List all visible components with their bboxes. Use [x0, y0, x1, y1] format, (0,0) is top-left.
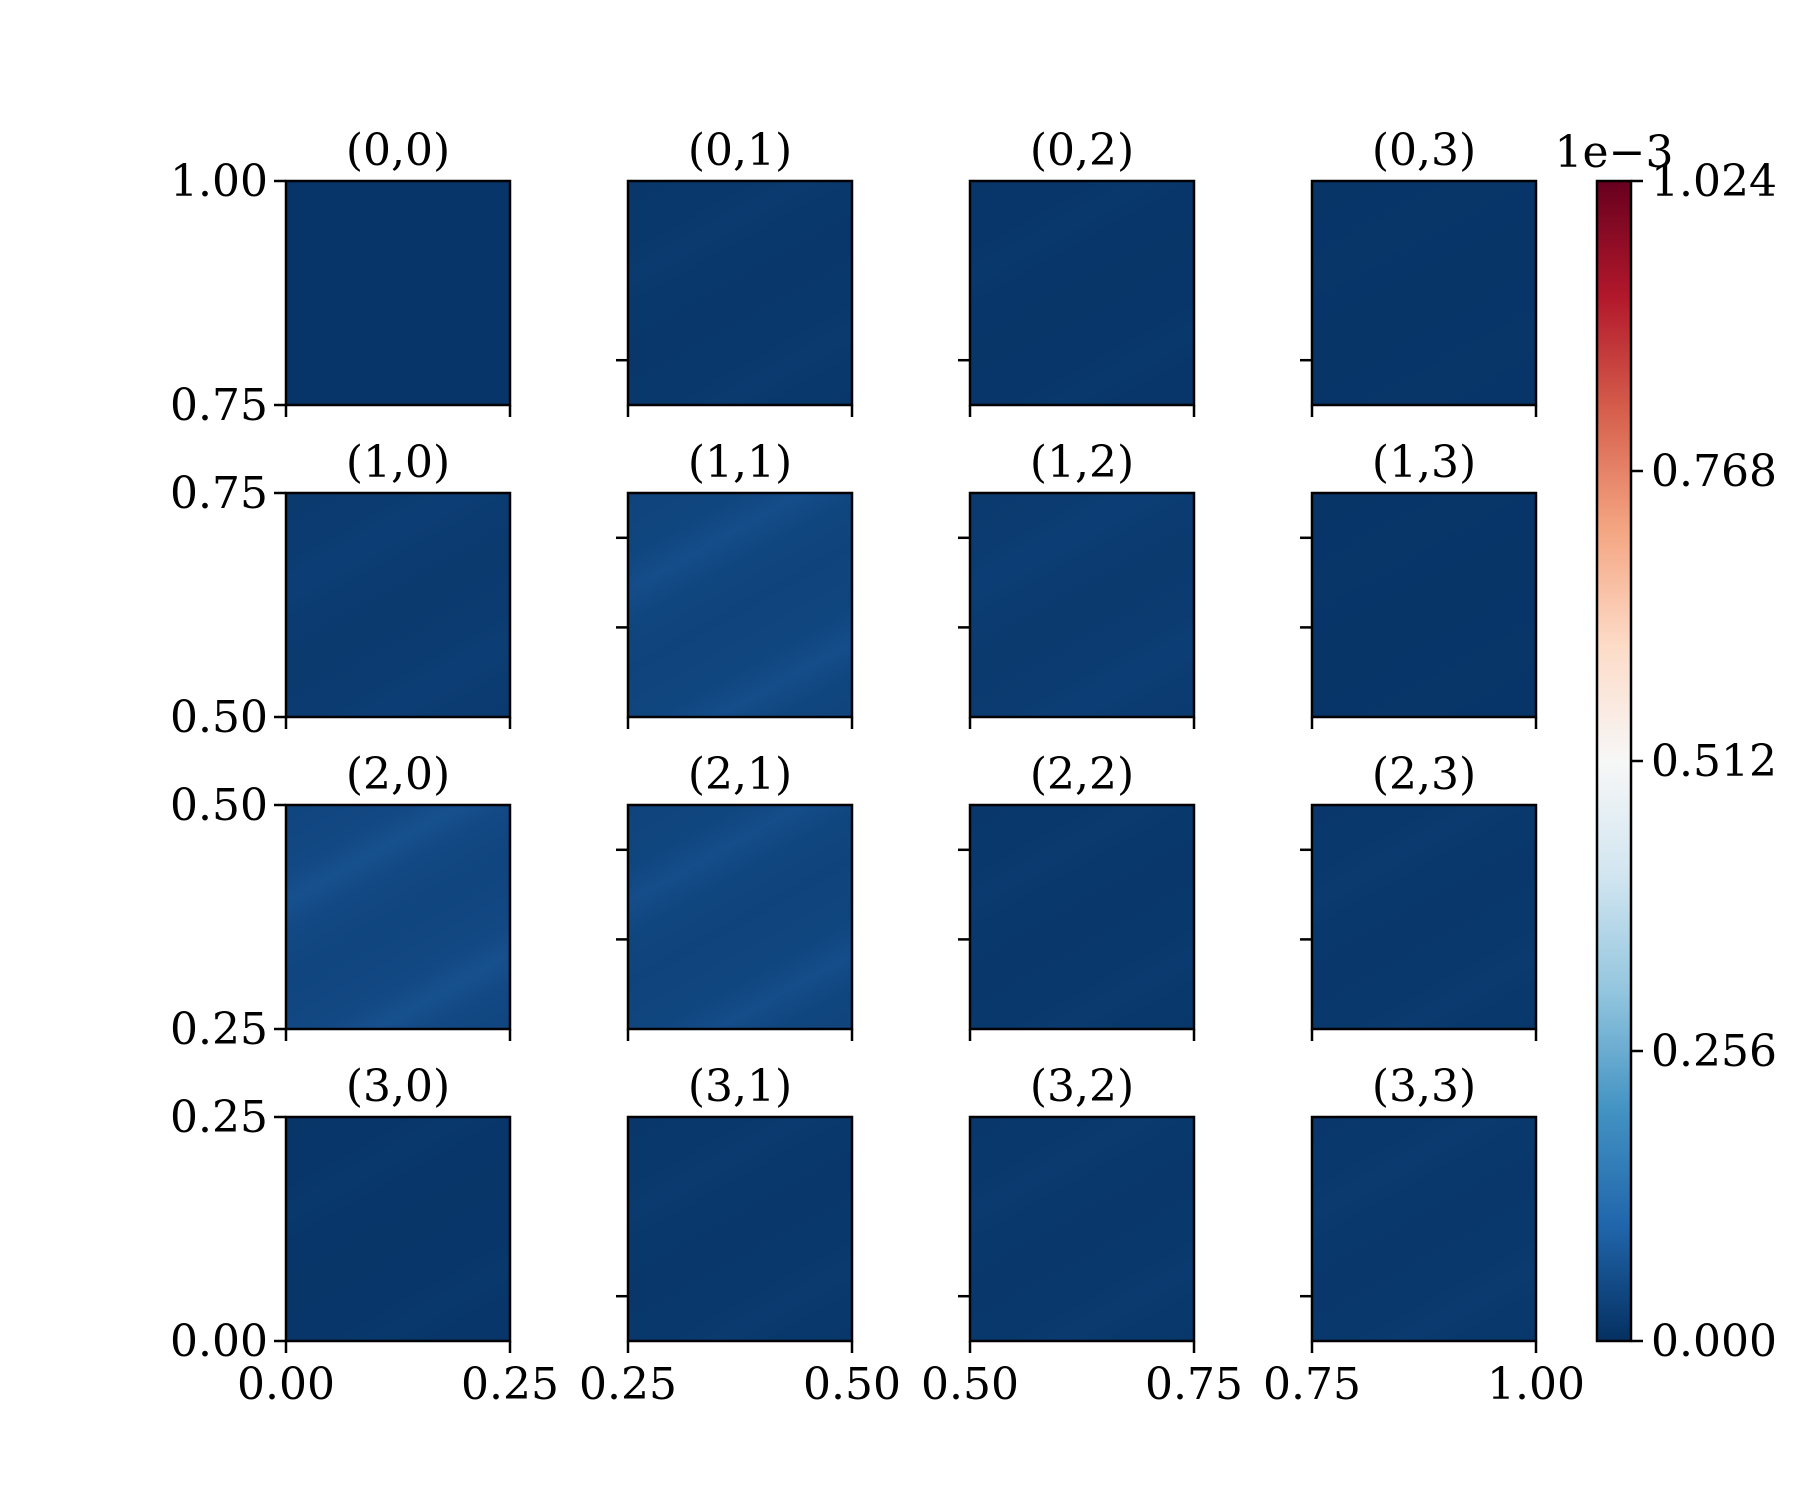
- subplot-3-0: (3,0) 0.25 0.000.00 0.25: [170, 1061, 559, 1410]
- subplot-1-1: (1,1): [616, 437, 854, 729]
- subplot-0-1: (0,1): [616, 125, 854, 417]
- subplot-0-3: (0,3): [1300, 125, 1538, 417]
- colorbar-offset-label: 1e−3: [1555, 127, 1674, 178]
- colorbar-gradient: [1597, 181, 1631, 1341]
- heatmap-image: [1312, 1117, 1536, 1341]
- heatmap-image: [1312, 805, 1536, 1029]
- axes-frame: [626, 1115, 854, 1343]
- subplot-title: (2,2): [1030, 749, 1134, 800]
- x-tick-label: 0.25: [461, 1359, 559, 1410]
- subplot-title: (1,1): [688, 437, 792, 488]
- subplot-title: (0,2): [1030, 125, 1134, 176]
- axes-frame: [284, 491, 512, 719]
- y-tick-label: 0.50: [170, 692, 268, 743]
- heatmap-image: [628, 1117, 852, 1341]
- axes-frame: [626, 179, 854, 407]
- axes-frame: [626, 491, 854, 719]
- subplot-title: (1,3): [1372, 437, 1476, 488]
- subplot-0-2: (0,2): [958, 125, 1196, 417]
- subplot-title: (2,0): [346, 749, 450, 800]
- colorbar-tick-label: 1.024: [1651, 156, 1777, 207]
- heatmap-image: [970, 805, 1194, 1029]
- subplot-0-0: (0,0) 1.00 0.75: [170, 125, 512, 431]
- y-tick-label: 0.50: [170, 780, 268, 831]
- subplot-2-2: (2,2): [958, 749, 1196, 1041]
- heatmap-image: [1312, 493, 1536, 717]
- subplot-1-2: (1,2): [958, 437, 1196, 729]
- subplot-grid: (0,0) 1.00 0.75 (0,1) (0,2) (0,3) (1,0) 0.75 0.5…: [170, 125, 1585, 1410]
- y-tick-label: 0.75: [170, 380, 268, 431]
- heatmap-image: [628, 493, 852, 717]
- subplot-2-0: (2,0) 0.50 0.25: [170, 749, 512, 1055]
- heatmap-image: [286, 493, 510, 717]
- x-tick-label: 0.50: [803, 1359, 901, 1410]
- x-tick-label: 1.00: [1487, 1359, 1585, 1410]
- subplot-3-1: (3,1) 0.25 0.50: [579, 1061, 901, 1410]
- subplot-2-1: (2,1): [616, 749, 854, 1041]
- axes-frame: [1310, 1115, 1538, 1343]
- axes-frame: [1310, 179, 1538, 407]
- subplot-title: (1,0): [346, 437, 450, 488]
- heatmap-image: [286, 805, 510, 1029]
- x-tick-label: 0.75: [1145, 1359, 1243, 1410]
- subplot-title: (3,3): [1372, 1061, 1476, 1112]
- subplot-title: (3,2): [1030, 1061, 1134, 1112]
- x-tick-label: 0.00: [237, 1359, 335, 1410]
- heatmap-image: [628, 805, 852, 1029]
- axes-frame: [968, 491, 1196, 719]
- heatmap-image: [970, 181, 1194, 405]
- subplot-title: (2,1): [688, 749, 792, 800]
- heatmap-image: [970, 493, 1194, 717]
- subplot-title: (0,0): [346, 125, 450, 176]
- colorbar-tick-label: 0.768: [1651, 446, 1777, 497]
- axes-frame: [284, 179, 512, 407]
- heatmap-image: [628, 181, 852, 405]
- axes-frame: [968, 179, 1196, 407]
- subplot-title: (0,1): [688, 125, 792, 176]
- subplot-3-2: (3,2) 0.50 0.75: [921, 1061, 1243, 1410]
- y-tick-label: 0.25: [170, 1092, 268, 1143]
- axes-frame: [1310, 491, 1538, 719]
- subplot-title: (3,1): [688, 1061, 792, 1112]
- axes-frame: [1310, 803, 1538, 1031]
- subplot-title: (0,3): [1372, 125, 1476, 176]
- subplot-title: (3,0): [346, 1061, 450, 1112]
- y-tick-label: 0.75: [170, 468, 268, 519]
- x-tick-label: 0.25: [579, 1359, 677, 1410]
- x-tick-label: 0.50: [921, 1359, 1019, 1410]
- colorbar-tick-label: 0.512: [1651, 736, 1777, 787]
- subplot-2-3: (2,3): [1300, 749, 1538, 1041]
- axes-frame: [968, 1115, 1196, 1343]
- heatmap-image: [1312, 181, 1536, 405]
- axes-frame: [968, 803, 1196, 1031]
- heatmap-image: [970, 1117, 1194, 1341]
- subplot-1-0: (1,0) 0.75 0.50: [170, 437, 512, 743]
- y-tick-label: 0.00: [170, 1316, 268, 1367]
- subplot-3-3: (3,3) 0.75 1.00: [1263, 1061, 1585, 1410]
- subplot-title: (1,2): [1030, 437, 1134, 488]
- colorbar-tick-label: 0.000: [1651, 1316, 1777, 1367]
- heatmap-image: [286, 181, 510, 405]
- subplot-1-3: (1,3): [1300, 437, 1538, 729]
- axes-frame: [284, 1115, 512, 1343]
- heatmap-image: [286, 1117, 510, 1341]
- y-tick-label: 0.25: [170, 1004, 268, 1055]
- y-tick-label: 1.00: [170, 156, 268, 207]
- subplot-title: (2,3): [1372, 749, 1476, 800]
- axes-frame: [284, 803, 512, 1031]
- x-tick-label: 0.75: [1263, 1359, 1361, 1410]
- colorbar-tick-label: 0.256: [1651, 1026, 1777, 1077]
- axes-frame: [626, 803, 854, 1031]
